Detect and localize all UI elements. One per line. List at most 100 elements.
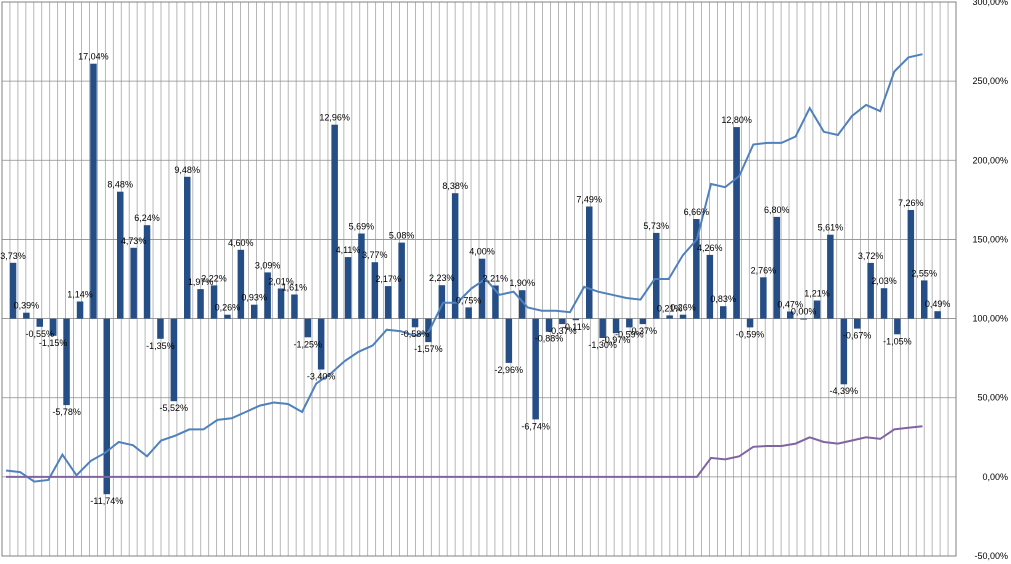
data-label: 6,24% (134, 213, 160, 223)
data-label: 1,21% (804, 289, 830, 299)
bar (143, 225, 151, 319)
bar (519, 290, 526, 319)
bar (639, 318, 647, 325)
bar (505, 318, 513, 363)
bar (90, 63, 97, 319)
bar (532, 318, 539, 420)
data-label: 4,60% (228, 238, 254, 248)
bar (921, 280, 928, 319)
bar (438, 285, 446, 319)
bar (934, 311, 941, 319)
bar (813, 300, 821, 319)
bar (492, 285, 499, 319)
y-tick-label: 300,00% (972, 0, 1008, 7)
data-label: 2,76% (751, 265, 777, 275)
bar (76, 301, 84, 319)
bar (130, 247, 137, 319)
bar (653, 232, 660, 319)
data-label: 3,73% (0, 251, 26, 261)
data-label: 2,17% (375, 274, 401, 284)
data-label: 1,90% (509, 278, 535, 288)
y-tick-label: 50,00% (977, 393, 1008, 403)
y-tick-label: -50,00% (974, 551, 1008, 561)
bar (451, 193, 459, 319)
bar (210, 285, 218, 319)
bar (733, 127, 740, 319)
data-label: 6,80% (764, 205, 790, 215)
bar (626, 318, 633, 328)
data-label: -0,55% (26, 329, 55, 339)
data-label: -1,57% (414, 344, 443, 354)
data-label: 4,26% (697, 243, 723, 253)
bar (331, 124, 338, 319)
bar (720, 306, 727, 319)
data-label: 0,00% (791, 307, 817, 317)
data-label: 2,01% (268, 277, 294, 287)
bar (291, 294, 298, 319)
data-label: -1,25% (294, 339, 323, 349)
bar (170, 318, 178, 402)
bar (224, 314, 231, 319)
data-labels: 3,73% 0,39% -0,55%-1,15% -5,78% 1,14% 17,04% -… (0, 52, 950, 507)
data-label: 2,03% (871, 276, 897, 286)
bar (693, 219, 700, 319)
bar (197, 289, 204, 319)
bar (545, 318, 553, 332)
bar (760, 277, 767, 319)
bar (880, 288, 888, 319)
bar (117, 191, 124, 319)
y-tick-label: 200,00% (972, 155, 1008, 165)
data-label: 1,61% (282, 283, 308, 293)
data-label: 2,55% (911, 268, 937, 278)
bar (304, 318, 312, 338)
data-label: 0,83% (710, 294, 736, 304)
bar (63, 318, 70, 406)
data-label: 4,11% (336, 245, 361, 255)
bar (586, 206, 593, 319)
data-label: 5,69% (349, 222, 375, 232)
bar (277, 288, 285, 319)
data-label: -4,39% (830, 386, 859, 396)
bar (867, 262, 874, 319)
bar (706, 254, 714, 319)
bar (679, 314, 687, 319)
data-label: 3,72% (858, 251, 884, 261)
data-label: 2,22% (201, 273, 227, 283)
data-label: -0,67% (843, 331, 872, 341)
data-label: 12,96% (319, 113, 350, 123)
bar (907, 210, 915, 319)
data-label: 7,26% (898, 198, 924, 208)
bar (612, 318, 620, 334)
data-label: 6,66% (684, 207, 710, 217)
y-axis: -50,00% 0,00% 50,00% 100,00% 150,00% 200,00% 2… (972, 0, 1008, 561)
bar (317, 318, 325, 370)
bar (344, 257, 352, 319)
data-label: 12,80% (721, 115, 752, 125)
bar (894, 318, 901, 335)
data-label: -1,30% (588, 340, 617, 350)
bar (358, 233, 365, 319)
bar (264, 272, 271, 319)
bar (237, 249, 245, 319)
bar (103, 318, 110, 495)
data-label: 1,97% (188, 277, 214, 287)
y-tick-label: 250,00% (972, 76, 1008, 86)
data-label: -6,74% (521, 421, 550, 431)
bar (50, 318, 57, 336)
data-label: 5,08% (389, 231, 415, 241)
bar (773, 216, 781, 319)
data-label: 4,00% (469, 247, 495, 257)
data-label: -5,78% (52, 407, 81, 417)
data-label: 8,48% (107, 180, 133, 190)
bar (854, 318, 861, 329)
data-label: 0,21% (657, 303, 683, 313)
bar (23, 312, 30, 319)
data-label: 5,61% (818, 223, 844, 233)
bar (746, 318, 754, 328)
data-label: -0,97% (602, 335, 631, 345)
bar (384, 286, 392, 319)
data-label: 9,48% (174, 165, 200, 175)
data-label: -0,59% (615, 329, 644, 339)
data-label: 0,26% (215, 303, 241, 313)
